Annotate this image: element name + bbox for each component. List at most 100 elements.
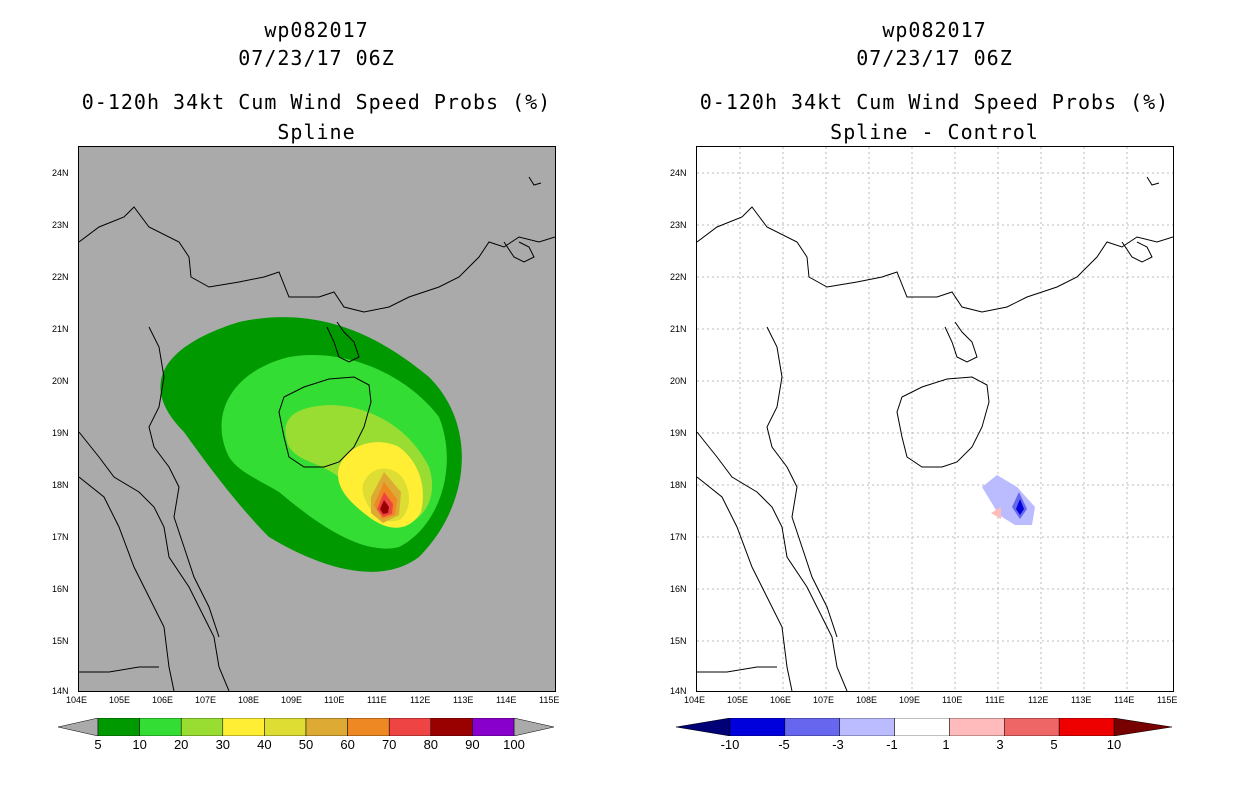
colorbar-segment (784, 718, 840, 736)
right-colorbar-label: 3 (996, 737, 1004, 752)
right-title-method: Spline - Control (830, 120, 1039, 144)
left-colorbar (58, 718, 554, 736)
diff-contour-neg1 (982, 475, 1035, 525)
right-colorbar-label: 1 (942, 737, 950, 752)
left-lon-label: 109E (281, 695, 303, 705)
colorbar-segment (1004, 718, 1060, 736)
right-title-product: 0-120h 34kt Cum Wind Speed Probs (%) (699, 90, 1170, 114)
right-lon-label: 105E (727, 695, 749, 705)
left-title-method: Spline (277, 120, 356, 144)
left-lat-label: 19N (52, 428, 69, 438)
right-lon-label: 115E (1157, 695, 1178, 705)
left-colorbar-label: 50 (298, 737, 314, 752)
left-lat-label: 24N (52, 168, 69, 178)
right-lat-label: 14N (670, 686, 687, 696)
right-gridlines (697, 147, 1173, 691)
left-lat-label: 18N (52, 480, 69, 490)
left-title-storm-id: wp082017 (264, 18, 369, 42)
right-colorbar-label: -5 (778, 737, 790, 752)
right-coastlines (697, 176, 1173, 691)
left-lon-label: 112E (410, 695, 431, 705)
left-lat-label: 15N (52, 636, 69, 646)
colorbar-segment (347, 718, 390, 736)
right-lat-label: 15N (670, 636, 687, 646)
left-colorbar-label: 10 (132, 737, 147, 752)
right-lon-label: 112E (1028, 695, 1049, 705)
left-title-product: 0-120h 34kt Cum Wind Speed Probs (%) (81, 90, 552, 114)
left-lon-label: 111E (367, 695, 387, 705)
colorbar-segment (430, 718, 473, 736)
left-lat-label: 22N (52, 272, 69, 282)
colorbar-segment (305, 718, 348, 736)
right-lon-label: 113E (1071, 695, 1092, 705)
right-lat-label: 23N (670, 220, 687, 230)
right-colorbar-label: -3 (832, 737, 844, 752)
right-lat-label: 19N (670, 428, 687, 438)
left-lon-label: 110E (324, 695, 345, 705)
left-coastlines (79, 176, 555, 691)
left-lat-label: 23N (52, 220, 69, 230)
left-map-svg (79, 176, 555, 691)
right-lat-label: 24N (670, 168, 687, 178)
diff-contour-pos1 (991, 507, 1001, 519)
left-colorbar-label: 70 (381, 737, 397, 752)
colorbar-segment (264, 718, 307, 736)
left-lat-label: 20N (52, 376, 69, 386)
right-lat-label: 18N (670, 480, 687, 490)
colorbar-segment (180, 718, 224, 736)
right-lon-label: 107E (813, 695, 835, 705)
right-lon-label: 108E (856, 695, 878, 705)
right-colorbar-segments (729, 718, 1115, 736)
left-colorbar-segments (97, 718, 515, 736)
colorbar-segment (894, 718, 950, 736)
right-colorbar-label: 5 (1050, 737, 1058, 752)
left-lat-label: 17N (52, 532, 69, 542)
left-colorbar-label: 100 (503, 737, 525, 752)
colorbar-segment (949, 718, 1005, 736)
left-lat-label: 21N (52, 324, 69, 334)
right-lon-label: 106E (770, 695, 792, 705)
prob-contour-80 (380, 500, 389, 514)
colorbar-segment (139, 718, 182, 736)
left-colorbar-label: 60 (340, 737, 355, 752)
right-colorbar-label: 10 (1106, 737, 1122, 752)
left-colorbar-label: 40 (257, 737, 272, 752)
colorbar-segment (388, 718, 432, 736)
left-colorbar-under-arrow (58, 718, 99, 736)
left-lat-label: 14N (52, 686, 69, 696)
left-colorbar-label: 30 (215, 737, 231, 752)
left-lon-label: 114E (496, 695, 517, 705)
right-lat-label: 16N (670, 584, 687, 594)
left-map-panel (78, 146, 556, 692)
left-colorbar-label: 20 (173, 737, 189, 752)
left-lat-label: 16N (52, 584, 69, 594)
right-lon-label: 104E (684, 695, 706, 705)
right-lon-label: 111E (985, 695, 1005, 705)
right-map-panel (696, 146, 1174, 692)
right-lat-label: 22N (670, 272, 687, 282)
left-lon-label: 106E (152, 695, 174, 705)
right-lon-label: 114E (1114, 695, 1135, 705)
right-title-datetime: 07/23/17 06Z (856, 46, 1013, 70)
right-lat-label: 17N (670, 532, 687, 542)
right-colorbar-label: -1 (886, 737, 898, 752)
colorbar-segment (222, 718, 265, 736)
right-lat-label: 21N (670, 324, 687, 334)
left-lon-label: 104E (66, 695, 88, 705)
left-colorbar-label: 90 (465, 737, 480, 752)
colorbar-segment (472, 718, 515, 736)
colorbar-segment (729, 718, 786, 736)
colorbar-segment (1058, 718, 1115, 736)
left-colorbar-over-arrow (513, 718, 554, 736)
left-colorbar-label: 80 (423, 737, 439, 752)
left-lon-label: 113E (453, 695, 474, 705)
right-lat-label: 20N (670, 376, 687, 386)
left-lon-label: 105E (109, 695, 131, 705)
right-title-storm-id: wp082017 (882, 18, 987, 42)
colorbar-segment (97, 718, 140, 736)
right-map-svg (697, 147, 1173, 691)
left-lon-label: 108E (238, 695, 260, 705)
diff-contour-neg5 (1016, 499, 1024, 515)
right-lon-label: 110E (942, 695, 963, 705)
left-title-datetime: 07/23/17 06Z (238, 46, 395, 70)
